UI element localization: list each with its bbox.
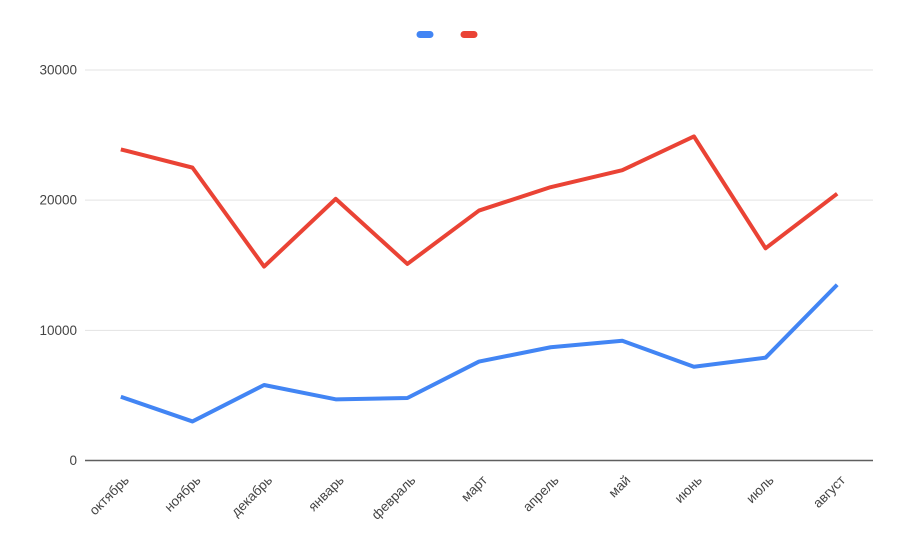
x-axis-category-label: июль <box>743 473 776 506</box>
series-line-2 <box>120 134 839 269</box>
series-line-1 <box>120 283 839 424</box>
x-axis-category-label: февраль <box>368 473 418 523</box>
x-axis-category-label: апрель <box>520 473 562 515</box>
legend-item-series-1[interactable] <box>416 31 440 38</box>
x-axis-category-label: июнь <box>672 473 705 506</box>
y-axis-tick-label: 30000 <box>39 63 77 78</box>
chart-legend <box>416 31 484 38</box>
x-axis-category-label: декабрь <box>228 473 275 520</box>
x-axis-category-label: январь <box>305 473 347 515</box>
y-axis-tick-label: 20000 <box>39 193 77 208</box>
x-axis-category-label: ноябрь <box>161 473 203 515</box>
x-axis-category-label: май <box>606 473 634 501</box>
x-axis-category-label: август <box>810 473 848 511</box>
x-axis-category-label: октябрь <box>86 473 131 518</box>
y-axis-tick-label: 0 <box>69 453 77 468</box>
x-axis-category-label: март <box>458 473 490 505</box>
legend-swatch-series-1-icon <box>416 31 434 38</box>
y-axis-tick-label: 10000 <box>39 323 77 338</box>
legend-swatch-series-2-icon <box>460 31 478 38</box>
legend-item-series-2[interactable] <box>460 31 484 38</box>
